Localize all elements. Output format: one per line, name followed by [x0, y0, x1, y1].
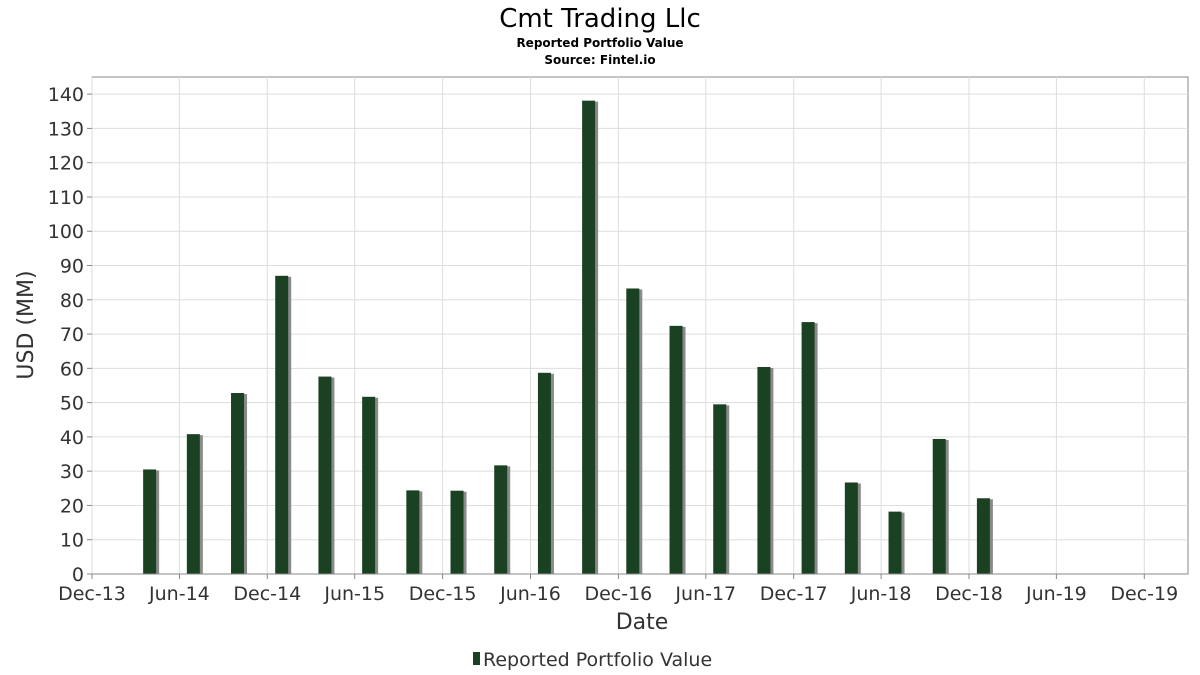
- x-tick-label: Dec-14: [233, 583, 301, 605]
- legend: Reported Portfolio Value: [473, 649, 712, 671]
- legend-swatch: [473, 652, 480, 665]
- bar: [669, 325, 683, 574]
- bar: [143, 469, 157, 574]
- bars: [143, 100, 993, 575]
- x-tick-label: Jun-19: [1025, 583, 1087, 605]
- chart-subtitle: Reported Portfolio Value: [516, 36, 683, 50]
- x-tick-label: Dec-17: [760, 583, 828, 605]
- bar: [888, 511, 902, 574]
- y-axis-label: USD (MM): [14, 270, 39, 379]
- bar: [844, 482, 858, 574]
- bar: [186, 434, 200, 574]
- y-tick-label: 130: [48, 118, 84, 140]
- x-axis: Dec-13 Jun-14 Dec-14 Jun-15 Dec-15 Jun-16 Dec-…: [58, 573, 1188, 605]
- y-tick-label: 0: [72, 564, 84, 586]
- x-tick-label: Dec-15: [409, 583, 477, 605]
- x-tick-label: Jun-16: [499, 583, 561, 605]
- bar: [494, 465, 508, 574]
- y-tick-label: 10: [60, 530, 84, 552]
- y-tick-label: 80: [60, 290, 84, 312]
- x-tick-label: Dec-18: [935, 583, 1003, 605]
- y-tick-label: 140: [48, 84, 84, 106]
- y-tick-label: 90: [60, 256, 84, 278]
- bar: [713, 404, 727, 574]
- bar: [801, 322, 815, 574]
- y-tick-label: 110: [48, 187, 84, 209]
- x-tick-label: Jun-15: [323, 583, 385, 605]
- y-tick-label: 60: [60, 358, 84, 380]
- y-tick-label: 120: [48, 153, 84, 175]
- bar: [757, 366, 771, 574]
- bar: [932, 438, 946, 574]
- chart-title: Cmt Trading Llc: [499, 4, 701, 34]
- x-tick-label: Dec-19: [1110, 583, 1178, 605]
- y-tick-label: 30: [60, 461, 84, 483]
- x-tick-label: Dec-16: [584, 583, 652, 605]
- y-tick-label: 100: [48, 221, 84, 243]
- chart-source: Source: Fintel.io: [544, 53, 655, 67]
- bar: [450, 490, 464, 574]
- y-tick-label: 40: [60, 427, 84, 449]
- x-tick-label: Jun-18: [850, 583, 912, 605]
- y-tick-label: 20: [60, 495, 84, 517]
- bar: [275, 275, 289, 574]
- bar: [406, 490, 420, 574]
- bar: [362, 396, 376, 574]
- bar: [626, 288, 640, 574]
- x-tick-label: Jun-14: [148, 583, 210, 605]
- bar: [318, 376, 332, 574]
- legend-label: Reported Portfolio Value: [483, 649, 712, 671]
- bar: [231, 393, 245, 574]
- x-tick-label: Dec-13: [58, 583, 126, 605]
- y-axis: 0 10 20 30 40 50 60 70 80 90 100 110 120 130 140: [48, 84, 92, 586]
- x-tick-label: Jun-17: [674, 583, 736, 605]
- y-tick-label: 70: [60, 324, 84, 346]
- x-axis-label: Date: [616, 610, 669, 635]
- y-tick-label: 50: [60, 393, 84, 415]
- bar: [976, 498, 990, 574]
- bar: [537, 372, 551, 574]
- bar: [582, 100, 596, 575]
